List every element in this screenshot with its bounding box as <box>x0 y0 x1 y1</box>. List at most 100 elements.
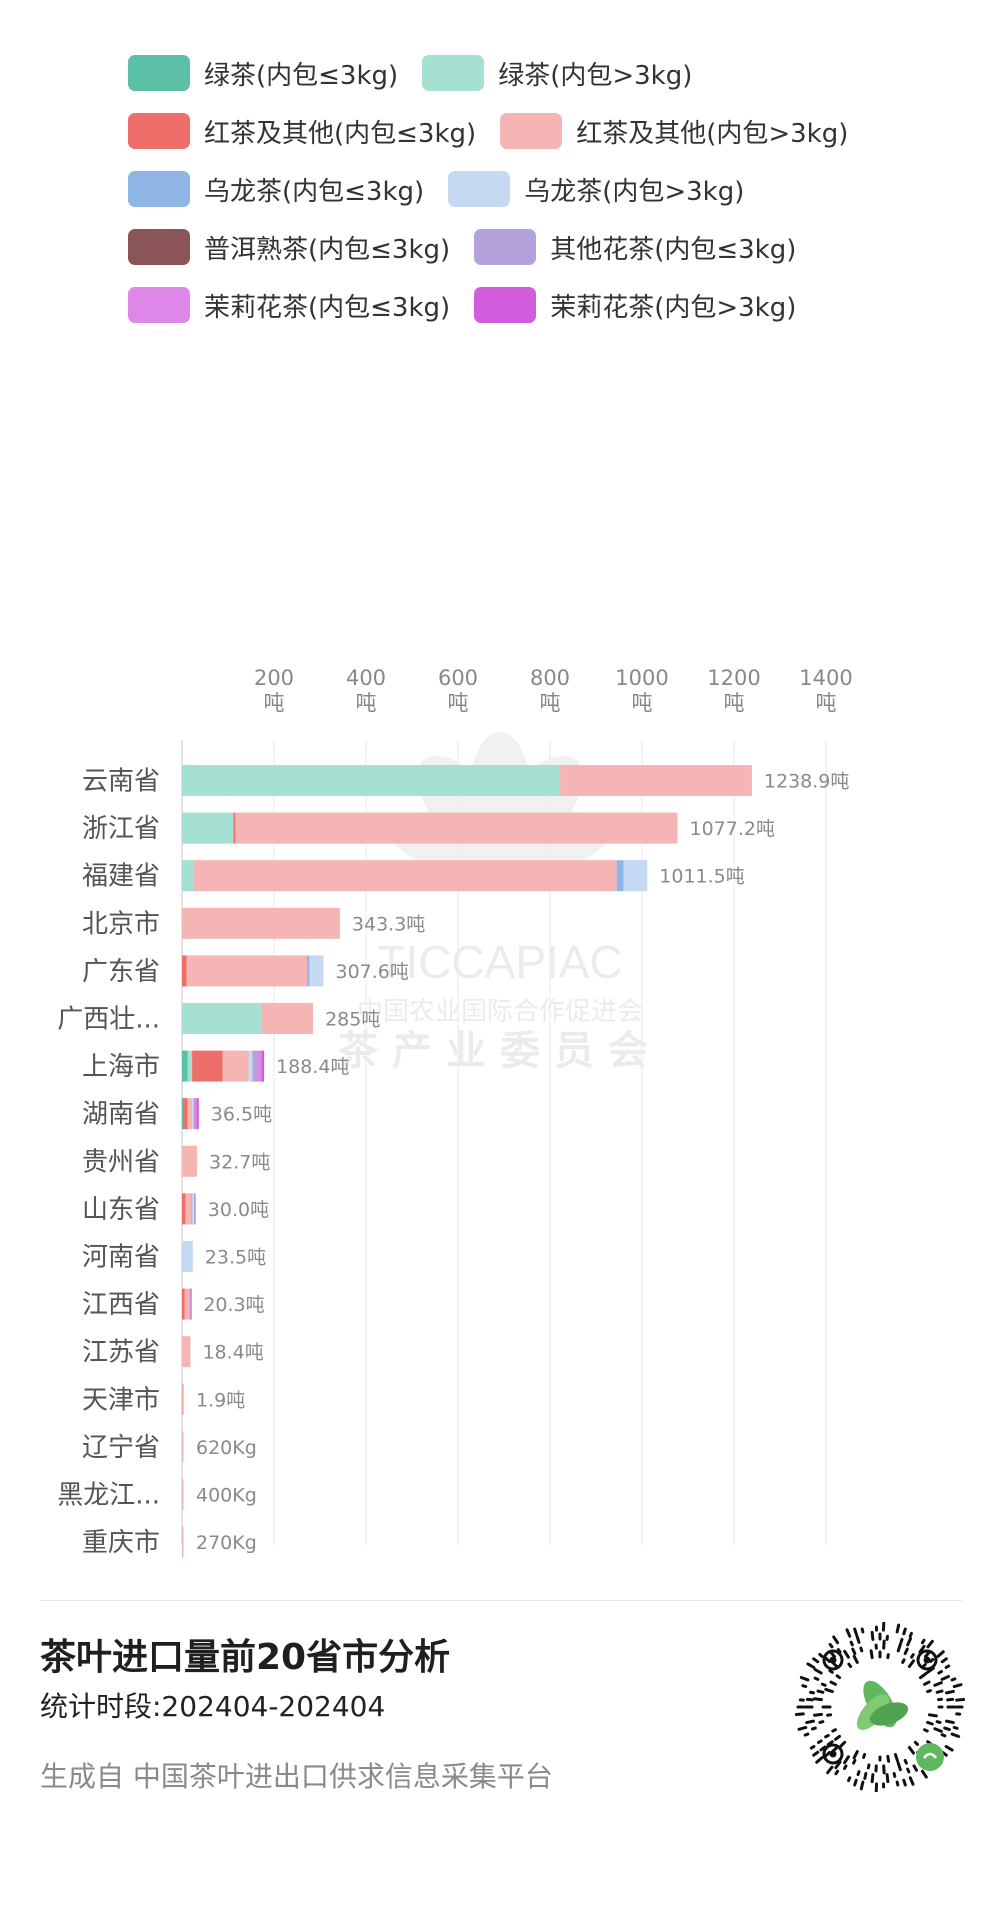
bar-segment[interactable] <box>182 1479 184 1510</box>
bar-segment[interactable] <box>182 1050 188 1082</box>
bar-segment[interactable] <box>189 1288 191 1320</box>
bar-segment[interactable] <box>182 812 234 844</box>
category-label: 广西壮... <box>57 1005 160 1035</box>
bar-segment[interactable] <box>182 1431 184 1463</box>
bar-segment[interactable] <box>182 907 340 939</box>
category-label: 天津市 <box>82 1385 160 1415</box>
legend-item[interactable]: 其他花茶(内包≤3kg) <box>474 229 796 266</box>
bar-segment[interactable] <box>261 1050 265 1082</box>
legend-item[interactable]: 绿茶(内包>3kg) <box>422 55 692 92</box>
bar-segment[interactable] <box>235 812 678 844</box>
x-tick-label: 1000 <box>615 666 668 690</box>
bar-segment[interactable] <box>616 860 624 892</box>
legend-item[interactable]: 乌龙茶(内包≤3kg) <box>128 171 424 208</box>
legend-row: 绿茶(内包≤3kg) 绿茶(内包>3kg) <box>128 44 948 102</box>
bar-segment[interactable] <box>192 1098 194 1130</box>
bar-segment[interactable] <box>182 860 194 892</box>
legend-item[interactable]: 绿茶(内包≤3kg) <box>128 55 398 92</box>
legend-label: 其他花茶(内包≤3kg) <box>550 234 797 265</box>
legend-item[interactable]: 茉莉花茶(内包>3kg) <box>474 287 796 324</box>
bar-segment[interactable] <box>192 1050 223 1082</box>
bar-total-label: 23.5吨 <box>205 1247 266 1269</box>
bar-segment[interactable] <box>261 1003 314 1034</box>
bar-segment[interactable] <box>182 955 187 987</box>
x-tick-unit: 吨 <box>264 691 285 715</box>
bar-segment[interactable] <box>309 955 324 987</box>
bar-segment[interactable] <box>182 1145 198 1177</box>
bar-segment[interactable] <box>193 1193 196 1225</box>
category-label: 湖南省 <box>82 1100 160 1130</box>
bar-segment[interactable] <box>194 1098 197 1130</box>
x-tick-label: 1400 <box>799 666 852 690</box>
category-label: 上海市 <box>82 1052 160 1082</box>
legend-label: 红茶及其他(内包>3kg) <box>576 118 849 149</box>
x-tick-label: 200 <box>254 666 294 690</box>
bar-segment[interactable] <box>193 860 617 892</box>
bar-segment[interactable] <box>190 1288 192 1320</box>
bar-segment[interactable] <box>182 765 561 796</box>
report-title: 茶叶进口量前20省市分析 <box>40 1637 451 1678</box>
legend-label: 乌龙茶(内包≤3kg) <box>204 176 425 207</box>
legend-swatch <box>128 287 190 323</box>
legend-label: 乌龙茶(内包>3kg) <box>524 176 745 207</box>
bar-segment[interactable] <box>560 765 752 796</box>
bar-segment[interactable] <box>623 860 648 892</box>
legend-label: 绿茶(内包≤3kg) <box>204 60 399 91</box>
bar-segment[interactable] <box>182 1241 193 1272</box>
bar-segment[interactable] <box>182 1098 188 1130</box>
qr-code-icon[interactable] <box>795 1622 965 1792</box>
legend-item[interactable]: 乌龙茶(内包>3kg) <box>448 171 744 208</box>
bar-segment[interactable] <box>184 1288 190 1320</box>
legend-row: 茉莉花茶(内包≤3kg) 茉莉花茶(内包>3kg) <box>128 276 948 334</box>
bar-segment[interactable] <box>182 1003 262 1034</box>
bar-segment[interactable] <box>187 1098 193 1130</box>
bar-segment[interactable] <box>191 1193 193 1225</box>
category-label: 江苏省 <box>82 1338 160 1368</box>
bar-segment[interactable] <box>182 1336 191 1368</box>
bar-segment[interactable] <box>185 1193 192 1225</box>
bar-total-label: 307.6吨 <box>335 961 408 983</box>
bar-segment[interactable] <box>182 1288 185 1320</box>
bar-segment[interactable] <box>192 1193 194 1225</box>
legend-item[interactable]: 红茶及其他(内包>3kg) <box>500 113 848 150</box>
legend-swatch <box>128 171 190 207</box>
bar-segment[interactable] <box>252 1050 257 1082</box>
report-period: 统计时段:202404-202404 <box>40 1690 386 1723</box>
bar-segment[interactable] <box>248 1050 253 1082</box>
bar-total-label: 620Kg <box>196 1437 257 1459</box>
bar-total-label: 343.3吨 <box>352 913 425 935</box>
x-tick-unit: 吨 <box>356 691 377 715</box>
x-tick-label: 1200 <box>707 666 760 690</box>
bar-segment[interactable] <box>182 1098 184 1130</box>
x-tick-unit: 吨 <box>448 691 469 715</box>
legend-item[interactable]: 茉莉花茶(内包≤3kg) <box>128 287 450 324</box>
bar-segment[interactable] <box>193 1098 196 1130</box>
legend-swatch <box>128 113 190 149</box>
bar-total-label: 285吨 <box>325 1009 380 1031</box>
bar-segment[interactable] <box>187 1050 193 1082</box>
legend-label: 普洱熟茶(内包≤3kg) <box>204 234 451 265</box>
bar-segment[interactable] <box>233 812 236 844</box>
bar-segment[interactable] <box>182 1383 184 1415</box>
category-label: 云南省 <box>82 767 160 797</box>
legend-swatch <box>128 229 190 265</box>
chart-legend: 绿茶(内包≤3kg) 绿茶(内包>3kg) 红茶及其他(内包≤3kg) 红茶及其他(内… <box>128 44 948 334</box>
category-label: 辽宁省 <box>82 1433 160 1463</box>
bar-segment[interactable] <box>222 1050 249 1082</box>
category-label: 重庆市 <box>82 1528 160 1558</box>
category-label: 北京市 <box>82 909 160 939</box>
category-label: 河南省 <box>82 1243 160 1273</box>
bar-segment[interactable] <box>307 955 310 987</box>
legend-item[interactable]: 普洱熟茶(内包≤3kg) <box>128 229 450 266</box>
bar-segment[interactable] <box>256 1050 262 1082</box>
bar-segment[interactable] <box>196 1098 199 1130</box>
category-label: 浙江省 <box>82 814 160 844</box>
bar-segment[interactable] <box>186 955 308 987</box>
legend-item[interactable]: 红茶及其他(内包≤3kg) <box>128 113 476 150</box>
legend-row: 普洱熟茶(内包≤3kg) 其他花茶(内包≤3kg) <box>128 218 948 276</box>
legend-label: 茉莉花茶(内包≤3kg) <box>204 292 451 323</box>
bar-total-label: 1011.5吨 <box>659 866 744 888</box>
footer-divider <box>40 1600 962 1601</box>
bar-segment[interactable] <box>182 1193 186 1225</box>
bar-segment[interactable] <box>182 1526 184 1558</box>
